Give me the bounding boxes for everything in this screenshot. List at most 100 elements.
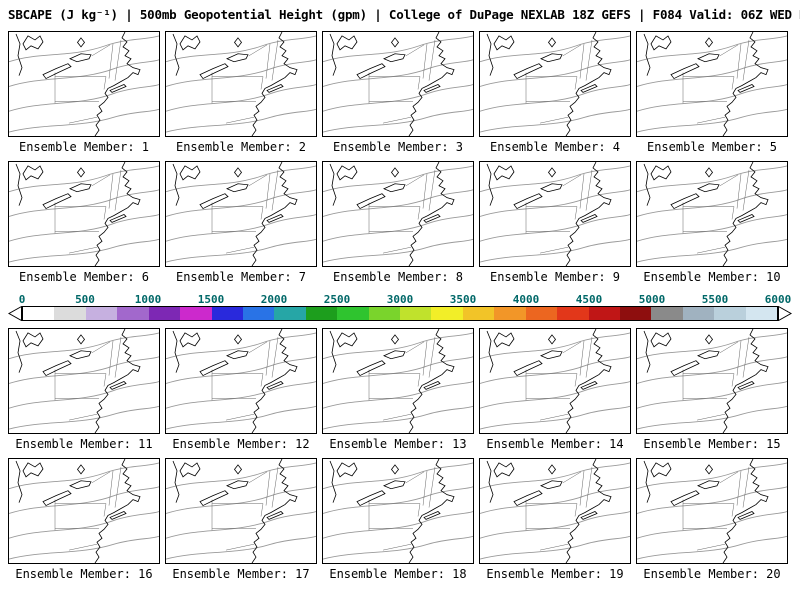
ensemble-panel: Ensemble Member: 19 (479, 458, 631, 581)
ensemble-panel: Ensemble Member: 11 (8, 328, 160, 451)
marker-diamond (390, 37, 400, 48)
height-contours (637, 35, 787, 133)
marker-diamond (704, 167, 714, 178)
map-graphic (323, 32, 473, 136)
ensemble-row-1: Ensemble Member: 1 (0, 31, 800, 154)
ensemble-panel: Ensemble Member: 20 (636, 458, 788, 581)
ensemble-panel: Ensemble Member: 15 (636, 328, 788, 451)
coastlines (329, 162, 455, 266)
height-contours (480, 332, 630, 430)
page-title: SBCAPE (J kg⁻¹) | 500mb Geopotential Hei… (8, 7, 800, 22)
state-borders (525, 466, 593, 551)
coastlines (172, 162, 298, 266)
coastlines (172, 32, 298, 136)
state-borders (368, 336, 436, 421)
ensemble-panel: Ensemble Member: 3 (322, 31, 474, 154)
ensemble-member-label: Ensemble Member: 10 (643, 270, 781, 284)
map-graphic (480, 459, 630, 563)
ensemble-member-label: Ensemble Member: 4 (489, 140, 621, 154)
colorbar-segment (494, 307, 526, 320)
map-graphic (323, 162, 473, 266)
ensemble-panel: Ensemble Member: 18 (322, 458, 474, 581)
ensemble-map (636, 161, 788, 267)
marker-diamond (233, 464, 243, 475)
ensemble-panel: Ensemble Member: 16 (8, 458, 160, 581)
marker-diamond (76, 37, 86, 48)
state-borders (211, 466, 279, 551)
height-contours (480, 462, 630, 560)
ensemble-member-label: Ensemble Member: 6 (18, 270, 150, 284)
ensemble-member-label: Ensemble Member: 5 (646, 140, 778, 154)
colorbar-tick-label: 3000 (386, 293, 414, 306)
map-graphic (9, 32, 159, 136)
map-graphic (166, 459, 316, 563)
ensemble-map (165, 161, 317, 267)
marker-diamond (233, 37, 243, 48)
ensemble-member-label: Ensemble Member: 20 (643, 567, 781, 581)
coastlines (15, 459, 141, 563)
ensemble-map (322, 161, 474, 267)
colorbar-segment (557, 307, 589, 320)
ensemble-map (636, 458, 788, 564)
ensemble-map (8, 161, 160, 267)
ensemble-panel: Ensemble Member: 5 (636, 31, 788, 154)
coastlines (329, 32, 455, 136)
ensemble-panel: Ensemble Member: 8 (322, 161, 474, 284)
coastlines (172, 329, 298, 433)
colorbar-segment (400, 307, 432, 320)
ensemble-panel: Ensemble Member: 13 (322, 328, 474, 451)
ensemble-map (8, 31, 160, 137)
colorbar-tick-label: 0 (18, 293, 26, 306)
colorbar-segment (148, 307, 181, 320)
state-borders (368, 39, 436, 124)
colorbar-left-arrow (7, 305, 22, 322)
ensemble-panel: Ensemble Member: 6 (8, 161, 160, 284)
coastlines (15, 162, 141, 266)
height-contours (637, 165, 787, 263)
ensemble-map (165, 328, 317, 434)
height-contours (637, 332, 787, 430)
colorbar-tick-label: 2500 (323, 293, 351, 306)
coastlines (486, 32, 612, 136)
height-contours (9, 165, 159, 263)
coastlines (172, 459, 298, 563)
marker-diamond (76, 334, 86, 345)
colorbar-segment (305, 307, 338, 320)
coastlines (643, 32, 769, 136)
ensemble-panel: Ensemble Member: 10 (636, 161, 788, 284)
ensemble-member-label: Ensemble Member: 1 (18, 140, 150, 154)
coastlines (643, 329, 769, 433)
state-borders (682, 169, 750, 254)
ensemble-map (165, 31, 317, 137)
map-graphic (323, 329, 473, 433)
coastlines (486, 162, 612, 266)
ensemble-map (8, 458, 160, 564)
ensemble-panel: Ensemble Member: 4 (479, 31, 631, 154)
colorbar-ticks: 0 500 1000 1500 2000 2500 3000 3500 4000 4500 5000… (18, 293, 792, 306)
state-borders (211, 169, 279, 254)
state-borders (54, 39, 122, 124)
coastlines (486, 459, 612, 563)
ensemble-member-label: Ensemble Member: 17 (172, 567, 310, 581)
ensemble-member-label: Ensemble Member: 11 (15, 437, 153, 451)
ensemble-map (479, 31, 631, 137)
marker-diamond (390, 464, 400, 475)
ensemble-map (479, 458, 631, 564)
marker-diamond (233, 334, 243, 345)
marker-diamond (704, 37, 714, 48)
ensemble-member-label: Ensemble Member: 7 (175, 270, 307, 284)
ensemble-map (322, 328, 474, 434)
ensemble-member-label: Ensemble Member: 8 (332, 270, 464, 284)
state-borders (368, 466, 436, 551)
height-contours (323, 165, 473, 263)
height-contours (480, 35, 630, 133)
map-graphic (637, 459, 787, 563)
height-contours (323, 462, 473, 560)
marker-diamond (704, 464, 714, 475)
colorbar-tick-label: 5500 (701, 293, 729, 306)
ensemble-panel: Ensemble Member: 1 (8, 31, 160, 154)
colorbar-segment (651, 307, 683, 320)
state-borders (525, 336, 593, 421)
ensemble-map (636, 328, 788, 434)
state-borders (211, 336, 279, 421)
